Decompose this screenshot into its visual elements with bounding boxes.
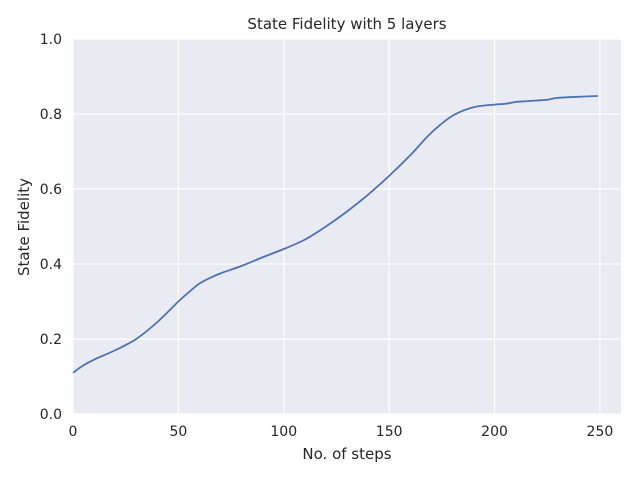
x-tick-label: 250 xyxy=(587,424,614,440)
x-tick-label: 0 xyxy=(69,424,78,440)
series-line xyxy=(72,95,598,374)
y-grid xyxy=(73,38,621,415)
y-tick-label: 0.0 xyxy=(40,407,62,423)
y-tick-label: 1.0 xyxy=(40,32,62,48)
x-tick-label: 50 xyxy=(169,424,187,440)
y-tick-label: 0.2 xyxy=(40,332,62,348)
x-grid xyxy=(72,39,601,414)
chart-title: State Fidelity with 5 layers xyxy=(247,15,446,33)
x-tick-label: 100 xyxy=(270,424,297,440)
x-tick-label: 150 xyxy=(376,424,403,440)
x-tick-labels: 0 50 100 150 200 250 xyxy=(69,424,614,440)
x-tick-label: 200 xyxy=(481,424,508,440)
y-tick-label: 0.6 xyxy=(40,182,62,198)
y-tick-labels: 0.0 0.2 0.4 0.6 0.8 1.0 xyxy=(40,32,62,423)
y-tick-label: 0.8 xyxy=(40,107,62,123)
series-group xyxy=(72,95,598,374)
y-tick-label: 0.4 xyxy=(40,257,62,273)
x-axis-label: No. of steps xyxy=(302,445,391,463)
y-axis-label: State Fidelity xyxy=(15,178,33,276)
plot-background xyxy=(73,39,621,414)
